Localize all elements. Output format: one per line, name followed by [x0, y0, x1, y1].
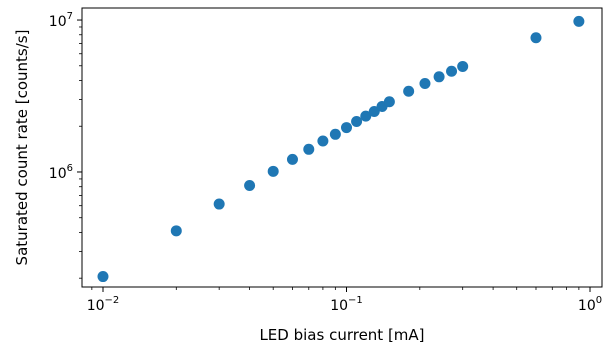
data-point — [530, 32, 542, 44]
data-point — [267, 165, 279, 177]
x-axis-label: LED bias current [mA] — [259, 326, 424, 344]
data-point — [457, 60, 469, 72]
data-point — [446, 65, 458, 77]
data-point — [383, 96, 395, 108]
data-points — [97, 15, 585, 283]
data-point — [97, 271, 109, 283]
data-point — [368, 106, 380, 118]
plot-frame — [81, 7, 603, 288]
data-point — [419, 78, 431, 90]
x-axis-ticks: 10−2 10−1 100 — [87, 287, 602, 314]
y-tick-label: 107 — [49, 11, 73, 30]
data-point — [403, 85, 415, 97]
y-axis-label: Saturated count rate [counts/s] — [13, 30, 31, 266]
data-point — [573, 15, 585, 27]
data-point — [351, 115, 363, 127]
data-point — [170, 225, 182, 237]
x-tick-label: 10−1 — [330, 295, 363, 314]
x-tick-label: 100 — [578, 295, 602, 314]
data-point — [317, 135, 329, 147]
data-point — [329, 128, 341, 140]
data-point — [213, 198, 225, 210]
data-point — [433, 71, 445, 83]
data-point — [341, 122, 352, 134]
data-point — [286, 153, 298, 165]
data-point — [360, 110, 372, 122]
y-axis-ticks: 106 107 — [49, 11, 82, 279]
data-point — [244, 179, 256, 191]
data-point — [303, 143, 315, 155]
x-tick-label: 10−2 — [87, 295, 120, 314]
y-tick-label: 106 — [49, 163, 73, 182]
